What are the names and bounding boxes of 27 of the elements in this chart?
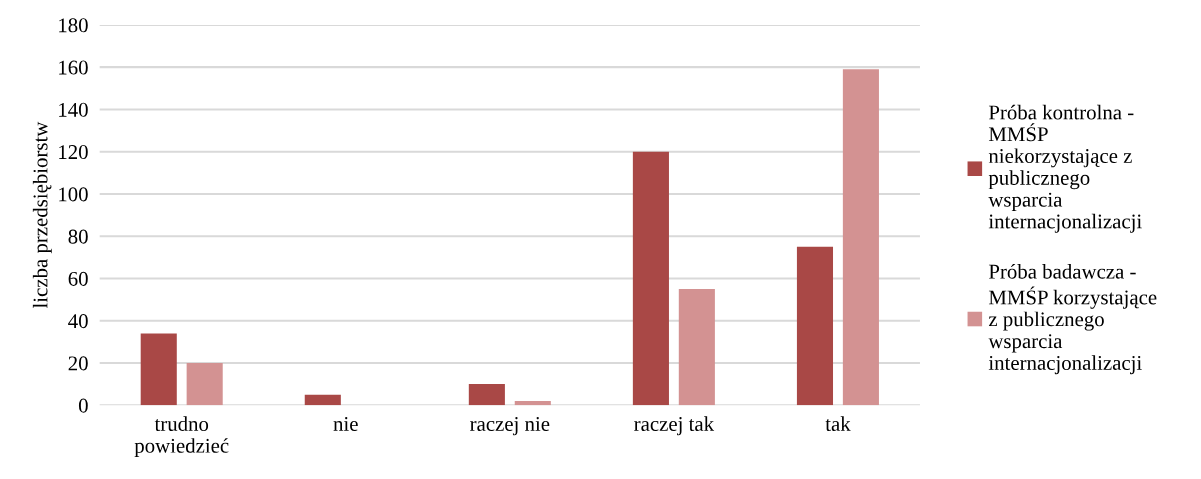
bar [796, 246, 834, 406]
legend-label: Próba kontrolna - MMŚP niekorzystające z publicznego wsparcia internacjonalizacji [988, 104, 1142, 233]
bar [632, 151, 669, 406]
bar [468, 384, 505, 406]
y-tick-label: 180 [59, 18, 88, 33]
bar [842, 69, 879, 406]
x-tick-label: trudno powiedzieć [134, 416, 229, 458]
y-tick-label: 0 [78, 398, 88, 413]
y-tick-label: 120 [59, 145, 88, 160]
y-tick-label: 40 [68, 314, 88, 329]
y-tick-label: 20 [68, 356, 88, 371]
bar [514, 401, 551, 406]
bar [140, 333, 177, 406]
legend-label: Próba badawcza - MMŚP korzystające z publicznego wsparcia internacjonalizacji [988, 263, 1157, 375]
y-axis-title: liczba przedsiębiorstw [32, 121, 52, 309]
x-tick-label: raczej tak [634, 416, 715, 436]
x-tick-label: tak [825, 416, 851, 432]
bar [678, 289, 715, 406]
y-tick-label: 60 [68, 271, 88, 286]
y-tick-label: 140 [59, 102, 88, 117]
y-tick-label: 100 [59, 187, 88, 202]
y-tick-label: 160 [59, 60, 88, 75]
x-tick-label: raczej nie [470, 417, 550, 436]
bar [186, 362, 223, 406]
x-tick-label: nie [333, 417, 358, 432]
bar [304, 394, 341, 406]
y-tick-label: 80 [68, 229, 88, 244]
